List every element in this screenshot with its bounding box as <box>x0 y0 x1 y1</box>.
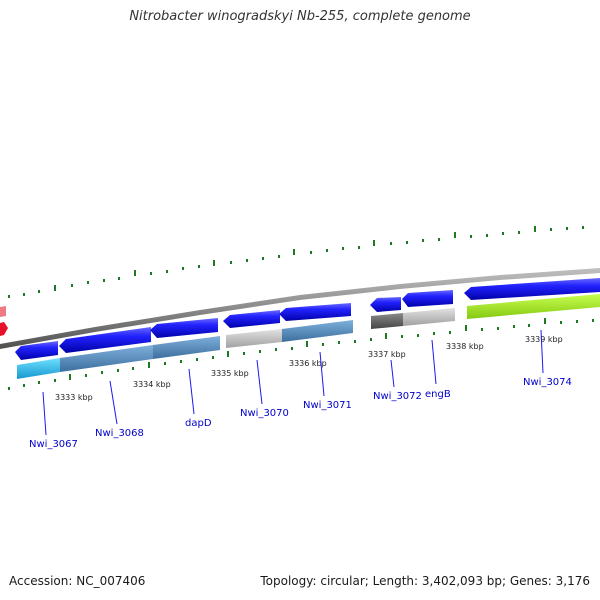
gene-leader-lines <box>42 329 544 436</box>
cog-block-lime <box>467 294 600 319</box>
cds-arrow-dapd <box>150 318 218 338</box>
cog-block-steel-1 <box>60 345 153 372</box>
accession-text: Accession: NC_007406 <box>9 574 146 588</box>
gene-label-engb: engB <box>425 389 451 400</box>
tick-label-3339: 3339 kbp <box>525 335 563 344</box>
genome-backbone <box>0 268 600 349</box>
cog-block-grey-2 <box>403 308 455 326</box>
cds-arrow-nwi-3067 <box>15 341 58 360</box>
gene-label-nwi-3068: Nwi_3068 <box>95 428 144 439</box>
cog-block-steel-3 <box>282 320 353 342</box>
cog-block-dark <box>371 313 403 329</box>
tick-labels: 3333 kbp 3334 kbp 3335 kbp 3336 kbp 3337… <box>55 335 563 402</box>
tick-label-3337: 3337 kbp <box>368 350 406 359</box>
outer-tick-ring <box>8 226 584 298</box>
feature-pink-partial <box>0 306 6 317</box>
gene-label-nwi-3067: Nwi_3067 <box>29 439 78 450</box>
gene-label-nwi-3071: Nwi_3071 <box>303 400 352 411</box>
cog-block-steel-2 <box>153 336 220 359</box>
genome-summary-text: Topology: circular; Length: 3,402,093 bp… <box>260 574 590 588</box>
cog-block-grey-1 <box>226 329 282 348</box>
tick-label-3336: 3336 kbp <box>289 359 327 368</box>
tick-label-3334: 3334 kbp <box>133 380 171 389</box>
leader-nwi-3070 <box>256 359 263 405</box>
leader-nwi-3067 <box>42 391 47 436</box>
cds-arrow-nwi-3068 <box>59 327 151 353</box>
leader-engb <box>431 339 437 385</box>
leader-nwi-3068 <box>109 380 118 425</box>
cds-arrow-nwi-3072 <box>370 297 401 312</box>
tick-label-3338: 3338 kbp <box>446 342 484 351</box>
leader-dapd <box>188 368 195 415</box>
cog-block-cyan <box>17 358 60 379</box>
tick-label-3335: 3335 kbp <box>211 369 249 378</box>
cds-arrow-nwi-3070 <box>223 310 280 328</box>
gene-label-nwi-3070: Nwi_3070 <box>240 408 289 419</box>
leader-nwi-3074 <box>540 329 544 374</box>
cds-arrow-engb <box>402 290 453 307</box>
inner-tick-ring <box>8 318 594 390</box>
gene-label-nwi-3074: Nwi_3074 <box>523 377 572 388</box>
tick-label-3333: 3333 kbp <box>55 393 93 402</box>
feature-red-partial <box>0 322 8 336</box>
cds-band <box>15 278 600 360</box>
cds-arrow-nwi-3071 <box>279 303 351 321</box>
gene-label-nwi-3072: Nwi_3072 <box>373 391 422 402</box>
leader-nwi-3072 <box>390 359 395 388</box>
leader-nwi-3071 <box>319 351 325 397</box>
gene-labels: Nwi_3067 Nwi_3068 dapD Nwi_3070 Nwi_3071… <box>29 377 572 450</box>
map-title: Nitrobacter winogradskyi Nb-255, complet… <box>129 9 471 24</box>
cog-band <box>17 294 600 379</box>
gene-label-dapd: dapD <box>185 418 212 429</box>
cds-arrow-nwi-3074 <box>464 278 600 300</box>
